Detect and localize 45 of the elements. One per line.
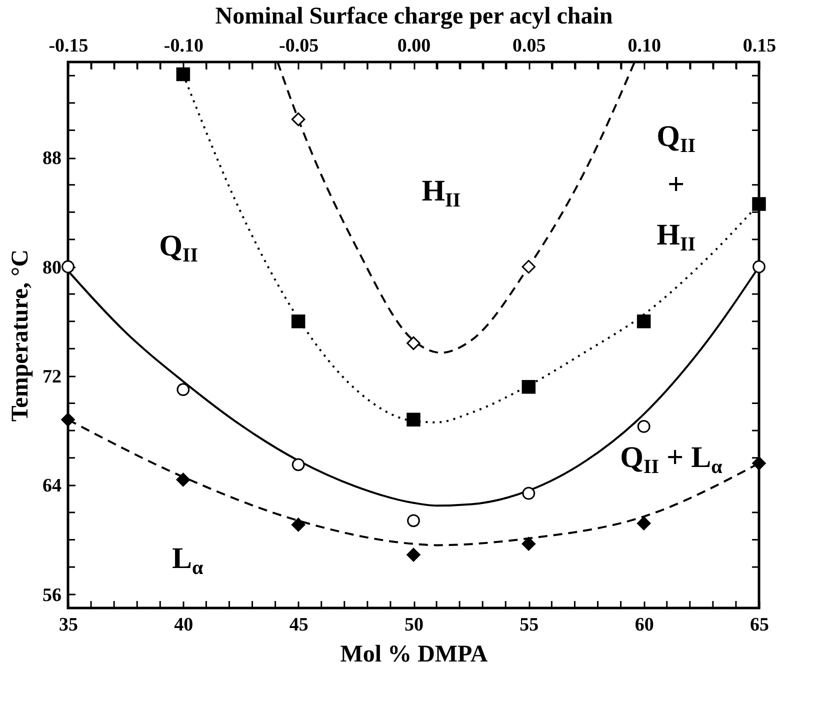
x-tick-label: 45 (289, 614, 308, 636)
point (522, 536, 536, 551)
x2-axis-title: Nominal Surface charge per acyl chain (215, 4, 613, 30)
y-tick-label: 88 (42, 148, 62, 170)
point (406, 548, 420, 562)
point (176, 383, 190, 396)
point (752, 197, 766, 211)
x2-tick-label: 0.15 (742, 36, 776, 56)
y-tick-label: 72 (42, 366, 62, 388)
y-axis-title: Temperature, °C (8, 249, 34, 422)
point (176, 472, 190, 487)
x-axis-title: Mol % DMPA (340, 642, 488, 668)
y-tick-label: 56 (42, 584, 62, 606)
point (637, 420, 650, 433)
y-tick-label: 64 (42, 476, 62, 497)
annotation: + (668, 168, 685, 201)
point (406, 412, 420, 427)
point (752, 260, 766, 274)
x2-tick-label: 0.10 (628, 36, 661, 56)
point (61, 412, 75, 427)
x-tick-label: 40 (174, 614, 194, 636)
x-tick-label: 55 (520, 614, 539, 636)
x-tick-label: 65 (750, 614, 769, 636)
x2-tick-label: -0.15 (48, 36, 88, 56)
point (406, 336, 420, 350)
x2-tick-label: 0.05 (512, 36, 546, 56)
point (636, 314, 651, 328)
point (291, 112, 306, 126)
point (522, 486, 536, 500)
point (291, 518, 306, 532)
y-tick-label: 80 (42, 257, 62, 278)
point (291, 314, 306, 328)
point (292, 458, 305, 472)
x2-tick-label: 0.00 (397, 36, 431, 56)
point (636, 516, 651, 530)
x-tick-label: 60 (634, 614, 654, 636)
point (752, 456, 766, 470)
point (522, 260, 536, 274)
x2-tick-label: -0.10 (164, 36, 204, 56)
x-tick-label: 35 (59, 614, 78, 636)
point (522, 380, 536, 394)
point (176, 67, 190, 82)
point (407, 514, 420, 528)
x-tick-label: 50 (404, 614, 424, 636)
x2-tick-label: -0.05 (279, 36, 319, 56)
